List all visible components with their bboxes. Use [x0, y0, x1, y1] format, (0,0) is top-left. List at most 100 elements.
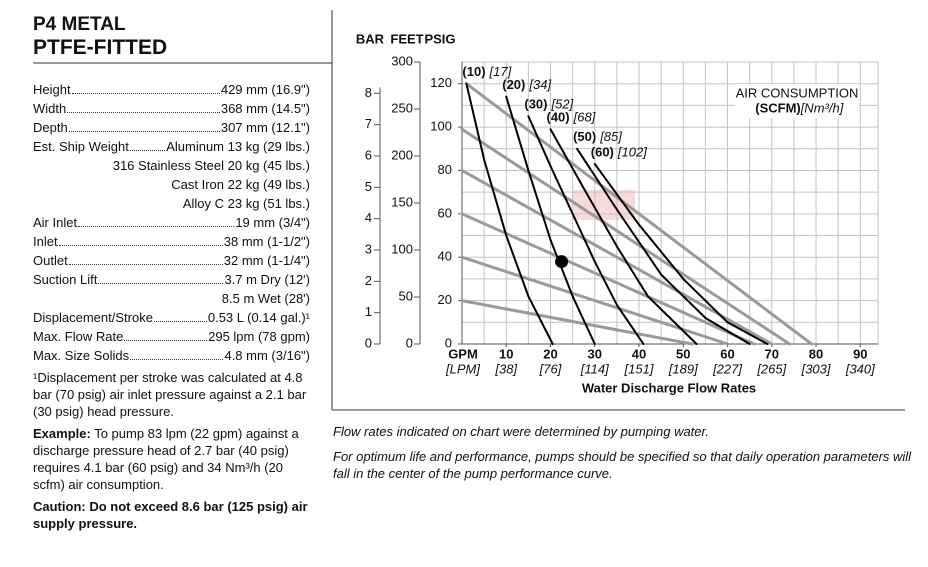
spec-row: Est. Ship Weight Aluminum 13 kg (29 lbs.) [33, 137, 310, 156]
x-axis-title: Water Discharge Flow Rates [582, 380, 756, 395]
note: For optimum life and performance, pumps … [333, 449, 912, 481]
y-tick-label: 0 [445, 335, 452, 350]
spec-row: Inlet 38 mm (1-1/2") [33, 232, 310, 251]
bar-tick-label: 8 [365, 85, 372, 100]
x2-axis-label: [LPM] [445, 361, 480, 376]
x2-tick-label: [265] [756, 361, 786, 376]
spec-value: 368 mm (14.5") [220, 101, 310, 116]
spec-row: Displacement/Stroke 0.53 L (0.14 gal.)¹ [33, 308, 310, 327]
pressure-line [460, 255, 730, 346]
x2-tick-label: [114] [580, 361, 609, 376]
spec-value: 295 lpm (78 gpm) [208, 329, 310, 344]
pressure-line [464, 82, 814, 346]
leader [98, 283, 224, 284]
spec-label: Height [33, 82, 71, 97]
spec-list: Height 429 mm (16.9") Width 368 mm (14.5") D… [33, 80, 310, 365]
bar-tick-label: 4 [365, 210, 372, 225]
x2-tick-label: [227] [712, 361, 742, 376]
curve-label: (50) [573, 129, 596, 144]
feet-tick-label: 0 [406, 335, 413, 350]
bar-tick-label: 1 [365, 304, 372, 319]
x2-tick-label: [38] [494, 361, 517, 376]
spec-value: 38 mm (1-1/2") [223, 234, 310, 249]
curve-label: (40) [547, 110, 570, 125]
curve-label-metric: [17] [489, 64, 512, 79]
spec-row: Height 429 mm (16.9") [33, 80, 310, 99]
spec-value: 8.5 m Wet (28') [221, 291, 310, 306]
leader [68, 264, 223, 265]
legend-title: AIR CONSUMPTION [736, 85, 859, 100]
pressure-line [460, 127, 791, 346]
feet-tick-label: 100 [391, 241, 413, 256]
leader [58, 245, 223, 246]
y-tick-label: 80 [438, 162, 452, 177]
feet-tick-label: 200 [391, 147, 413, 162]
spec-label: Inlet [33, 234, 58, 249]
leader [78, 226, 235, 227]
spec-value: 3.7 m Dry (12') [224, 272, 310, 287]
spec-label: Outlet [33, 253, 68, 268]
pressure-line [460, 299, 694, 346]
x-tick-label: 10 [499, 346, 513, 361]
spec-label: Air Inlet [33, 215, 78, 230]
y-tick-label: 20 [438, 292, 452, 307]
x-tick-label: 90 [853, 346, 867, 361]
spec-panel: P4 METAL PTFE-FITTED Height 429 mm (16.9"… [33, 14, 310, 532]
curve-label: (10) [462, 64, 485, 79]
y-axis-title: FEET [390, 31, 423, 46]
curve-label-metric: [52] [551, 97, 574, 112]
x-tick-label: 50 [676, 346, 690, 361]
legend-bg [735, 84, 859, 118]
marks [460, 82, 814, 346]
footnote: ¹Displacement per stroke was calculated … [33, 370, 307, 419]
leader [68, 131, 220, 132]
y-axis-title: PSIG [424, 31, 455, 46]
x-tick-label: 70 [765, 346, 779, 361]
spec-value: 429 mm (16.9") [220, 82, 310, 97]
leader [130, 359, 224, 360]
legend-unit-metric: [Nm³/h] [800, 100, 844, 115]
curve-label-metric: [102] [617, 144, 647, 159]
feet-tick-label: 50 [399, 288, 413, 303]
spec-label: Depth [33, 120, 68, 135]
spec-row: 316 Stainless Steel 20 kg (45 lbs.) [33, 156, 310, 175]
spec-value: 307 mm (12.1") [220, 120, 310, 135]
x2-tick-label: [76] [539, 361, 562, 376]
spec-value: Alloy C 23 kg (51 lbs.) [182, 196, 310, 211]
bar-tick-label: 6 [365, 147, 372, 162]
bar-tick-label: 2 [365, 273, 372, 288]
spec-label: Max. Flow Rate [33, 329, 124, 344]
spec-value: 4.8 mm (3/16") [224, 348, 310, 363]
spec-label: Displacement/Stroke [33, 310, 153, 325]
air-curve [593, 162, 769, 345]
feet-tick-label: 300 [391, 53, 413, 68]
spec-value: 32 mm (1-1/4") [223, 253, 310, 268]
air-curve [527, 115, 645, 345]
curve-label: (30) [524, 97, 547, 112]
curve-label: (60) [591, 144, 614, 159]
x2-tick-label: [151] [624, 361, 654, 376]
example-text: To pump 83 lpm (22 gpm) against a discha… [33, 426, 299, 492]
spec-label: Width [33, 101, 67, 116]
bar-tick-label: 5 [365, 179, 372, 194]
title: P4 METAL [33, 14, 126, 35]
leader [124, 340, 208, 341]
leader [71, 93, 220, 94]
x-tick-label: 20 [543, 346, 557, 361]
feet-tick-label: 250 [391, 100, 413, 115]
curve-label-metric: [85] [599, 129, 622, 144]
spec-row: Cast Iron 22 kg (49 lbs.) [33, 175, 310, 194]
y-axis-title: BAR [356, 31, 385, 46]
leader [67, 112, 220, 113]
x2-tick-label: [303] [801, 361, 831, 376]
air-curve [549, 128, 698, 345]
subtitle: PTFE-FITTED [33, 36, 168, 59]
spec-label: Est. Ship Weight [33, 139, 129, 154]
y-tick-label: 40 [438, 249, 452, 264]
air-curve [576, 147, 751, 345]
curve-label: (20) [502, 77, 525, 92]
leader [129, 150, 166, 151]
spec-label: Suction Lift [33, 272, 98, 287]
